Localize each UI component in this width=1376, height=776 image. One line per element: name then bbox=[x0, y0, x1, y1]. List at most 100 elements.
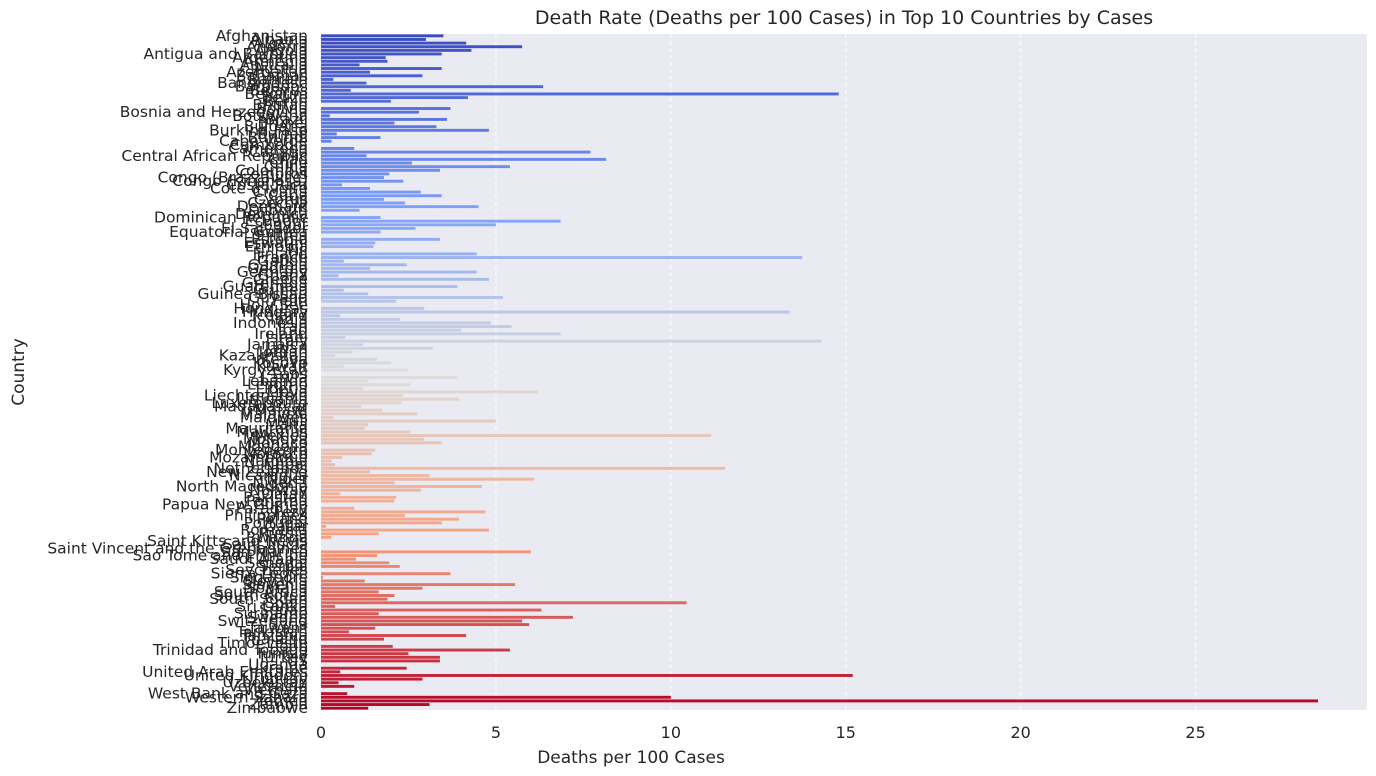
bar bbox=[321, 52, 442, 56]
y-tick-label: Afghanistan bbox=[216, 27, 308, 45]
bar bbox=[321, 172, 390, 176]
y-tick-label: Iraq bbox=[278, 321, 308, 339]
y-tick-label: Cuba bbox=[268, 187, 308, 205]
y-tick-label: Sao Tome and Principe bbox=[133, 547, 309, 565]
bar bbox=[321, 216, 381, 219]
bar bbox=[321, 375, 458, 379]
bar bbox=[321, 325, 512, 329]
y-tick-label: Finland bbox=[253, 245, 308, 263]
y-tick-label: Tajikistan bbox=[235, 623, 308, 641]
y-tick-label: Benin bbox=[264, 92, 308, 110]
y-tick-label: Laos bbox=[272, 365, 308, 383]
bar bbox=[321, 201, 405, 205]
bar bbox=[321, 88, 351, 92]
y-tick-label: China bbox=[264, 158, 308, 176]
bar bbox=[321, 306, 425, 310]
y-tick-label: Denmark bbox=[237, 198, 308, 216]
bar bbox=[321, 666, 407, 670]
bar bbox=[321, 350, 353, 354]
y-tick-label: Sri Lanka bbox=[236, 597, 308, 615]
y-tick-label: Malta bbox=[265, 416, 308, 434]
bar bbox=[321, 136, 381, 140]
y-tick-label: Latvia bbox=[261, 368, 308, 386]
y-tick-label: Costa Rica bbox=[226, 176, 308, 194]
bar bbox=[321, 321, 491, 325]
bar bbox=[321, 223, 496, 227]
bar bbox=[321, 499, 395, 503]
bar bbox=[321, 270, 477, 274]
y-tick-label: Austria bbox=[253, 60, 308, 78]
bar bbox=[321, 379, 369, 383]
y-tick-label: Libya bbox=[267, 383, 308, 401]
bar bbox=[321, 288, 344, 292]
bar bbox=[321, 626, 376, 630]
y-tick-label: Fiji bbox=[287, 241, 308, 259]
y-tick-label: Bhutan bbox=[252, 96, 308, 114]
y-tick-label: Uganda bbox=[248, 656, 308, 674]
bar bbox=[321, 572, 451, 576]
plot-background bbox=[321, 34, 1367, 710]
bar bbox=[321, 310, 790, 314]
bar bbox=[321, 285, 458, 289]
y-tick-label: Namibia bbox=[244, 452, 308, 470]
y-tick-label: France bbox=[256, 249, 308, 267]
y-tick-label: Belgium bbox=[244, 85, 308, 103]
x-tick-label: 5 bbox=[491, 723, 501, 742]
y-tick-label: Comoros bbox=[240, 165, 308, 183]
y-tick-label: Tanzania bbox=[240, 626, 309, 644]
bar bbox=[321, 695, 671, 699]
y-tick-label: Nigeria bbox=[253, 474, 308, 492]
bar bbox=[321, 612, 379, 616]
bar bbox=[321, 652, 409, 656]
y-tick-label: Chile bbox=[269, 154, 308, 172]
bar bbox=[321, 561, 390, 565]
y-tick-label: North Macedonia bbox=[176, 477, 308, 495]
y-tick-label: Pakistan bbox=[243, 488, 308, 506]
y-tick-label: Guinea bbox=[253, 281, 308, 299]
y-tick-label: Grenada bbox=[242, 274, 308, 292]
y-tick-label: Uzbekistan bbox=[222, 674, 308, 692]
bar bbox=[321, 692, 348, 696]
bar bbox=[321, 390, 538, 394]
bar bbox=[321, 45, 523, 49]
y-tick-label: Congo (Kinshasa) bbox=[172, 172, 308, 190]
y-tick-label: Nepal bbox=[263, 456, 308, 474]
y-tick-label: Trinidad and Tobago bbox=[152, 641, 308, 659]
bar bbox=[321, 463, 335, 467]
y-tick-label: Hungary bbox=[242, 303, 308, 321]
y-tick-label: Argentina bbox=[232, 49, 308, 67]
y-tick-label: Iran bbox=[278, 318, 308, 336]
y-tick-label: Singapore bbox=[230, 568, 308, 586]
bar bbox=[321, 655, 440, 659]
bar bbox=[321, 339, 822, 343]
y-tick-label: Guyana bbox=[248, 288, 308, 306]
bar bbox=[321, 597, 388, 601]
y-tick-label: Luxembourg bbox=[211, 394, 308, 412]
y-tick-label: Sudan bbox=[259, 601, 308, 619]
x-gridlines bbox=[320, 34, 1197, 710]
y-tick-label: El Salvador bbox=[221, 219, 309, 237]
bar bbox=[321, 590, 379, 594]
y-tick-label: Turkey bbox=[257, 648, 308, 666]
y-tick-label: Mauritania bbox=[225, 419, 308, 437]
y-tick-label: Madagascar bbox=[214, 398, 309, 416]
bar bbox=[321, 474, 430, 478]
bar bbox=[321, 343, 363, 347]
bar bbox=[321, 161, 412, 165]
bar bbox=[321, 139, 332, 143]
bar bbox=[321, 197, 384, 201]
y-tick-label: Burundi bbox=[247, 129, 308, 147]
bar bbox=[321, 630, 349, 634]
y-tick-label: Colombia bbox=[235, 161, 308, 179]
y-tick-label: Kyrgyzstan bbox=[223, 361, 308, 379]
bar bbox=[321, 608, 542, 612]
bar bbox=[321, 528, 489, 532]
y-tick-label: Suriname bbox=[234, 605, 308, 623]
y-tick-label: Saint Kitts and Nevis bbox=[147, 532, 308, 550]
y-tick-label: Portugal bbox=[244, 514, 308, 532]
y-tick-label: Russia bbox=[258, 525, 308, 543]
bar bbox=[321, 354, 335, 358]
y-tick-label: Guatemala bbox=[223, 278, 308, 296]
bar bbox=[321, 219, 561, 223]
y-tick-label: Iceland bbox=[252, 307, 308, 325]
